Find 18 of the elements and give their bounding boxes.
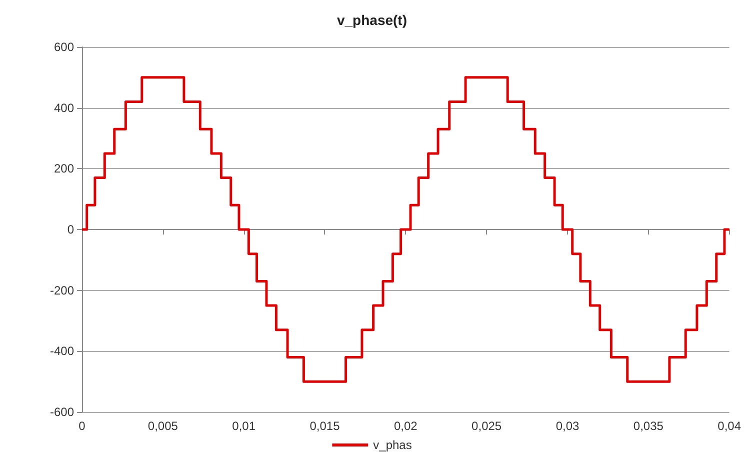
x-tick-label: 0,03 — [556, 419, 580, 433]
y-tick-label: -600 — [50, 405, 74, 419]
y-tick-label: 600 — [54, 40, 74, 54]
y-tick-label: -200 — [50, 283, 74, 298]
y-tick-label: 200 — [54, 162, 74, 176]
y-tick-label: 400 — [54, 100, 74, 115]
x-tick-label: 0,025 — [472, 419, 502, 433]
y-tick-label: -400 — [50, 344, 74, 358]
legend-label: v_phas — [373, 438, 412, 452]
x-tick-label: 0,01 — [232, 419, 256, 433]
chart-title: v_phase(t) — [336, 12, 408, 28]
x-tick-label: 0,035 — [633, 419, 664, 433]
x-tick-label: 0,005 — [148, 419, 178, 433]
x-tick-label: 0,015 — [310, 419, 340, 433]
x-tick-label: 0,04 — [718, 419, 742, 433]
y-tick-label: 0 — [67, 222, 74, 236]
x-tick-label: 0,02 — [394, 419, 418, 433]
x-tick-label: 0 — [78, 419, 86, 433]
